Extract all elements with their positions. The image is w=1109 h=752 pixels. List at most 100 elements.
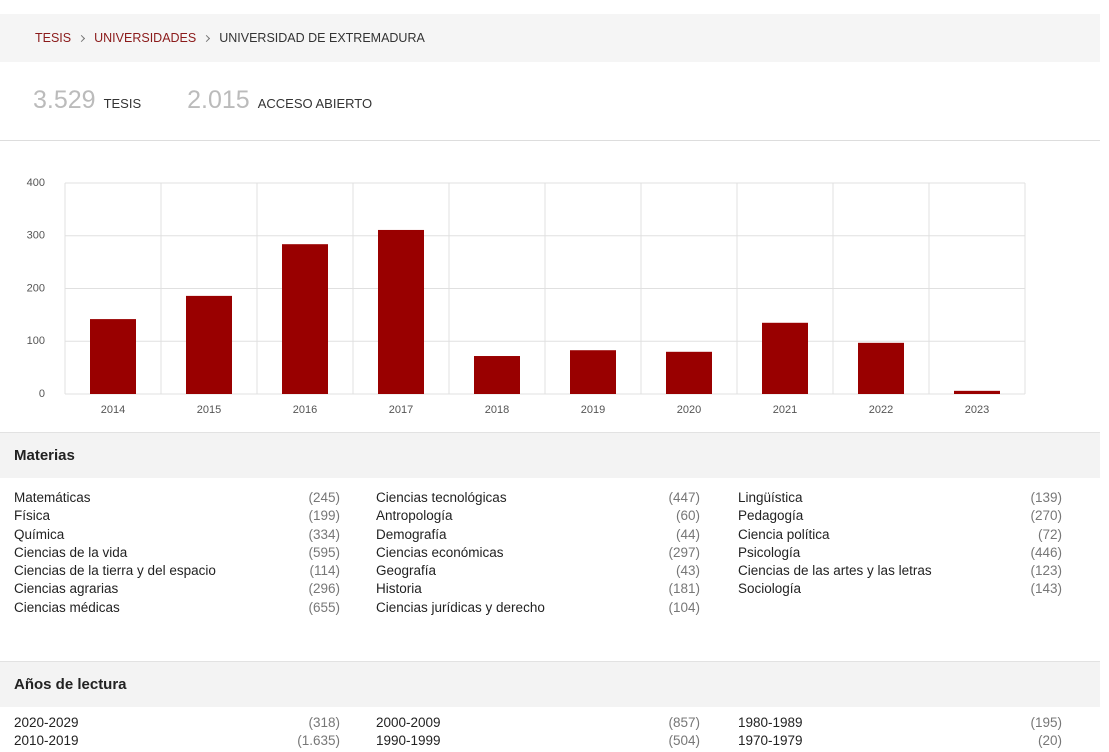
breadcrumb-separator	[78, 34, 86, 42]
item-name[interactable]: Geografía	[376, 563, 437, 579]
item-count: (1.635)	[297, 733, 340, 749]
item-name[interactable]: 1980-1989	[738, 715, 803, 730]
section-header: Años de lectura	[0, 661, 1100, 707]
list-item[interactable]: 1970-1979 (20)	[738, 732, 1062, 750]
list-item[interactable]: Lingüística (139)	[738, 489, 1062, 507]
breadcrumb-link[interactable]: UNIVERSIDADES	[94, 31, 197, 45]
item-count: (296)	[308, 581, 340, 597]
bar	[474, 356, 520, 394]
list-item[interactable]: Demografía (44)	[376, 526, 700, 544]
item-name[interactable]: 2000-2009	[376, 715, 441, 730]
list-column: 2000-2009 (857) 1990-1999 (504)	[376, 714, 700, 751]
list-item[interactable]: Sociología (143)	[738, 580, 1062, 598]
item-count: (199)	[308, 508, 340, 524]
item-count: (446)	[1030, 544, 1062, 560]
x-tick-label: 2014	[101, 404, 125, 416]
bar	[666, 351, 712, 394]
item-name[interactable]: Ciencias económicas	[376, 544, 504, 560]
item-name[interactable]: Lingüística	[738, 490, 803, 505]
list-item[interactable]: 2000-2009 (857)	[376, 714, 700, 732]
list-item[interactable]: Ciencias de la vida (595)	[14, 544, 340, 562]
list-item[interactable]: Ciencias de las artes y las letras (123)	[738, 562, 1062, 580]
item-name[interactable]: Ciencias agrarias	[14, 581, 119, 597]
x-tick-label: 2019	[581, 404, 605, 416]
item-name[interactable]: Sociología	[738, 581, 802, 597]
bar	[90, 319, 136, 394]
item-count: (270)	[1030, 508, 1062, 524]
item-name[interactable]: 2020-2029	[14, 715, 79, 730]
y-tick-label: 100	[27, 335, 45, 347]
stat-value: 3.529	[33, 86, 96, 114]
item-name[interactable]: Psicología	[738, 544, 801, 560]
item-count: (195)	[1030, 715, 1062, 730]
item-count: (447)	[668, 490, 700, 505]
stats: 3.529 TESIS 2.015 ACCESO ABIERTO	[33, 86, 418, 115]
breadcrumb-link[interactable]: TESIS	[35, 31, 72, 45]
list-item[interactable]: Antropología (60)	[376, 507, 700, 525]
bar	[378, 229, 424, 394]
x-tick-label: 2015	[197, 404, 221, 416]
item-count: (139)	[1030, 490, 1062, 505]
list-item[interactable]: Ciencias agrarias (296)	[14, 580, 340, 598]
item-name[interactable]: Demografía	[376, 526, 447, 542]
list-item[interactable]: Historia (181)	[376, 580, 700, 598]
list-item[interactable]: Química (334)	[14, 526, 340, 544]
item-name[interactable]: Ciencias jurídicas y derecho	[376, 599, 545, 615]
list-item[interactable]: Ciencias económicas (297)	[376, 544, 700, 562]
list-item[interactable]: 2010-2019 (1.635)	[14, 732, 340, 750]
list-item[interactable]: 2020-2029 (318)	[14, 714, 340, 732]
item-count: (60)	[675, 508, 700, 524]
item-name[interactable]: Ciencias tecnológicas	[376, 490, 507, 505]
item-name[interactable]: Ciencias de las artes y las letras	[738, 563, 932, 579]
bar	[954, 390, 1000, 394]
list-item[interactable]: Ciencias de la tierra y del espacio (114)	[14, 562, 340, 580]
list-item[interactable]: Ciencias médicas (655)	[14, 599, 340, 617]
list-item[interactable]: Ciencia política (72)	[738, 526, 1062, 544]
list-item[interactable]: Ciencias jurídicas y derecho (104)	[376, 599, 700, 617]
x-tick-label: 2021	[773, 404, 797, 416]
breadcrumb-separator	[203, 34, 211, 42]
x-tick-label: 2018	[485, 404, 509, 416]
item-count: (318)	[308, 715, 340, 730]
item-name[interactable]: Antropología	[376, 508, 453, 524]
item-count: (104)	[668, 599, 700, 615]
item-count: (181)	[668, 581, 700, 597]
item-name[interactable]: Ciencias de la vida	[14, 544, 128, 560]
item-count: (857)	[668, 715, 700, 730]
item-name[interactable]: 1990-1999	[376, 733, 441, 749]
stat-value: 2.015	[187, 86, 250, 114]
item-count: (143)	[1030, 581, 1062, 597]
stat-label: ACCESO ABIERTO	[257, 96, 373, 111]
item-name[interactable]: Ciencias de la tierra y del espacio	[14, 563, 216, 579]
item-name[interactable]: 1970-1979	[738, 733, 803, 749]
list-column: Lingüística (139) Pedagogía (270) Ciencia po…	[738, 489, 1062, 599]
x-tick-label: 2023	[965, 404, 989, 416]
list-item[interactable]: Matemáticas (245)	[14, 489, 340, 507]
item-count: (20)	[1037, 733, 1062, 749]
item-name[interactable]: Pedagogía	[738, 508, 804, 524]
item-name[interactable]: Matemáticas	[14, 490, 91, 505]
x-tick-label: 2022	[869, 404, 893, 416]
list-item[interactable]: Física (199)	[14, 507, 340, 525]
stat-label: TESIS	[103, 96, 142, 111]
list-column: Ciencias tecnológicas (447) Antropología (6…	[376, 489, 700, 617]
list-item[interactable]: Geografía (43)	[376, 562, 700, 580]
list-item[interactable]: 1980-1989 (195)	[738, 714, 1062, 732]
item-name[interactable]: Ciencias médicas	[14, 599, 120, 615]
x-tick-label: 2020	[677, 404, 701, 416]
x-tick-label: 2016	[293, 404, 317, 416]
item-name[interactable]: Historia	[376, 581, 422, 597]
list-item[interactable]: 1990-1999 (504)	[376, 732, 700, 750]
list-item[interactable]: Pedagogía (270)	[738, 507, 1062, 525]
item-count: (297)	[668, 544, 700, 560]
list-item[interactable]: Psicología (446)	[738, 544, 1062, 562]
bar	[858, 342, 904, 394]
item-count: (44)	[675, 526, 700, 542]
list-column: 1980-1989 (195) 1970-1979 (20)	[738, 714, 1062, 751]
item-name[interactable]: Física	[14, 508, 51, 524]
list-item[interactable]: Ciencias tecnológicas (447)	[376, 489, 700, 507]
divider	[0, 140, 1100, 141]
item-name[interactable]: Ciencia política	[738, 526, 830, 542]
item-name[interactable]: 2010-2019	[14, 733, 79, 749]
item-name[interactable]: Química	[14, 526, 65, 542]
